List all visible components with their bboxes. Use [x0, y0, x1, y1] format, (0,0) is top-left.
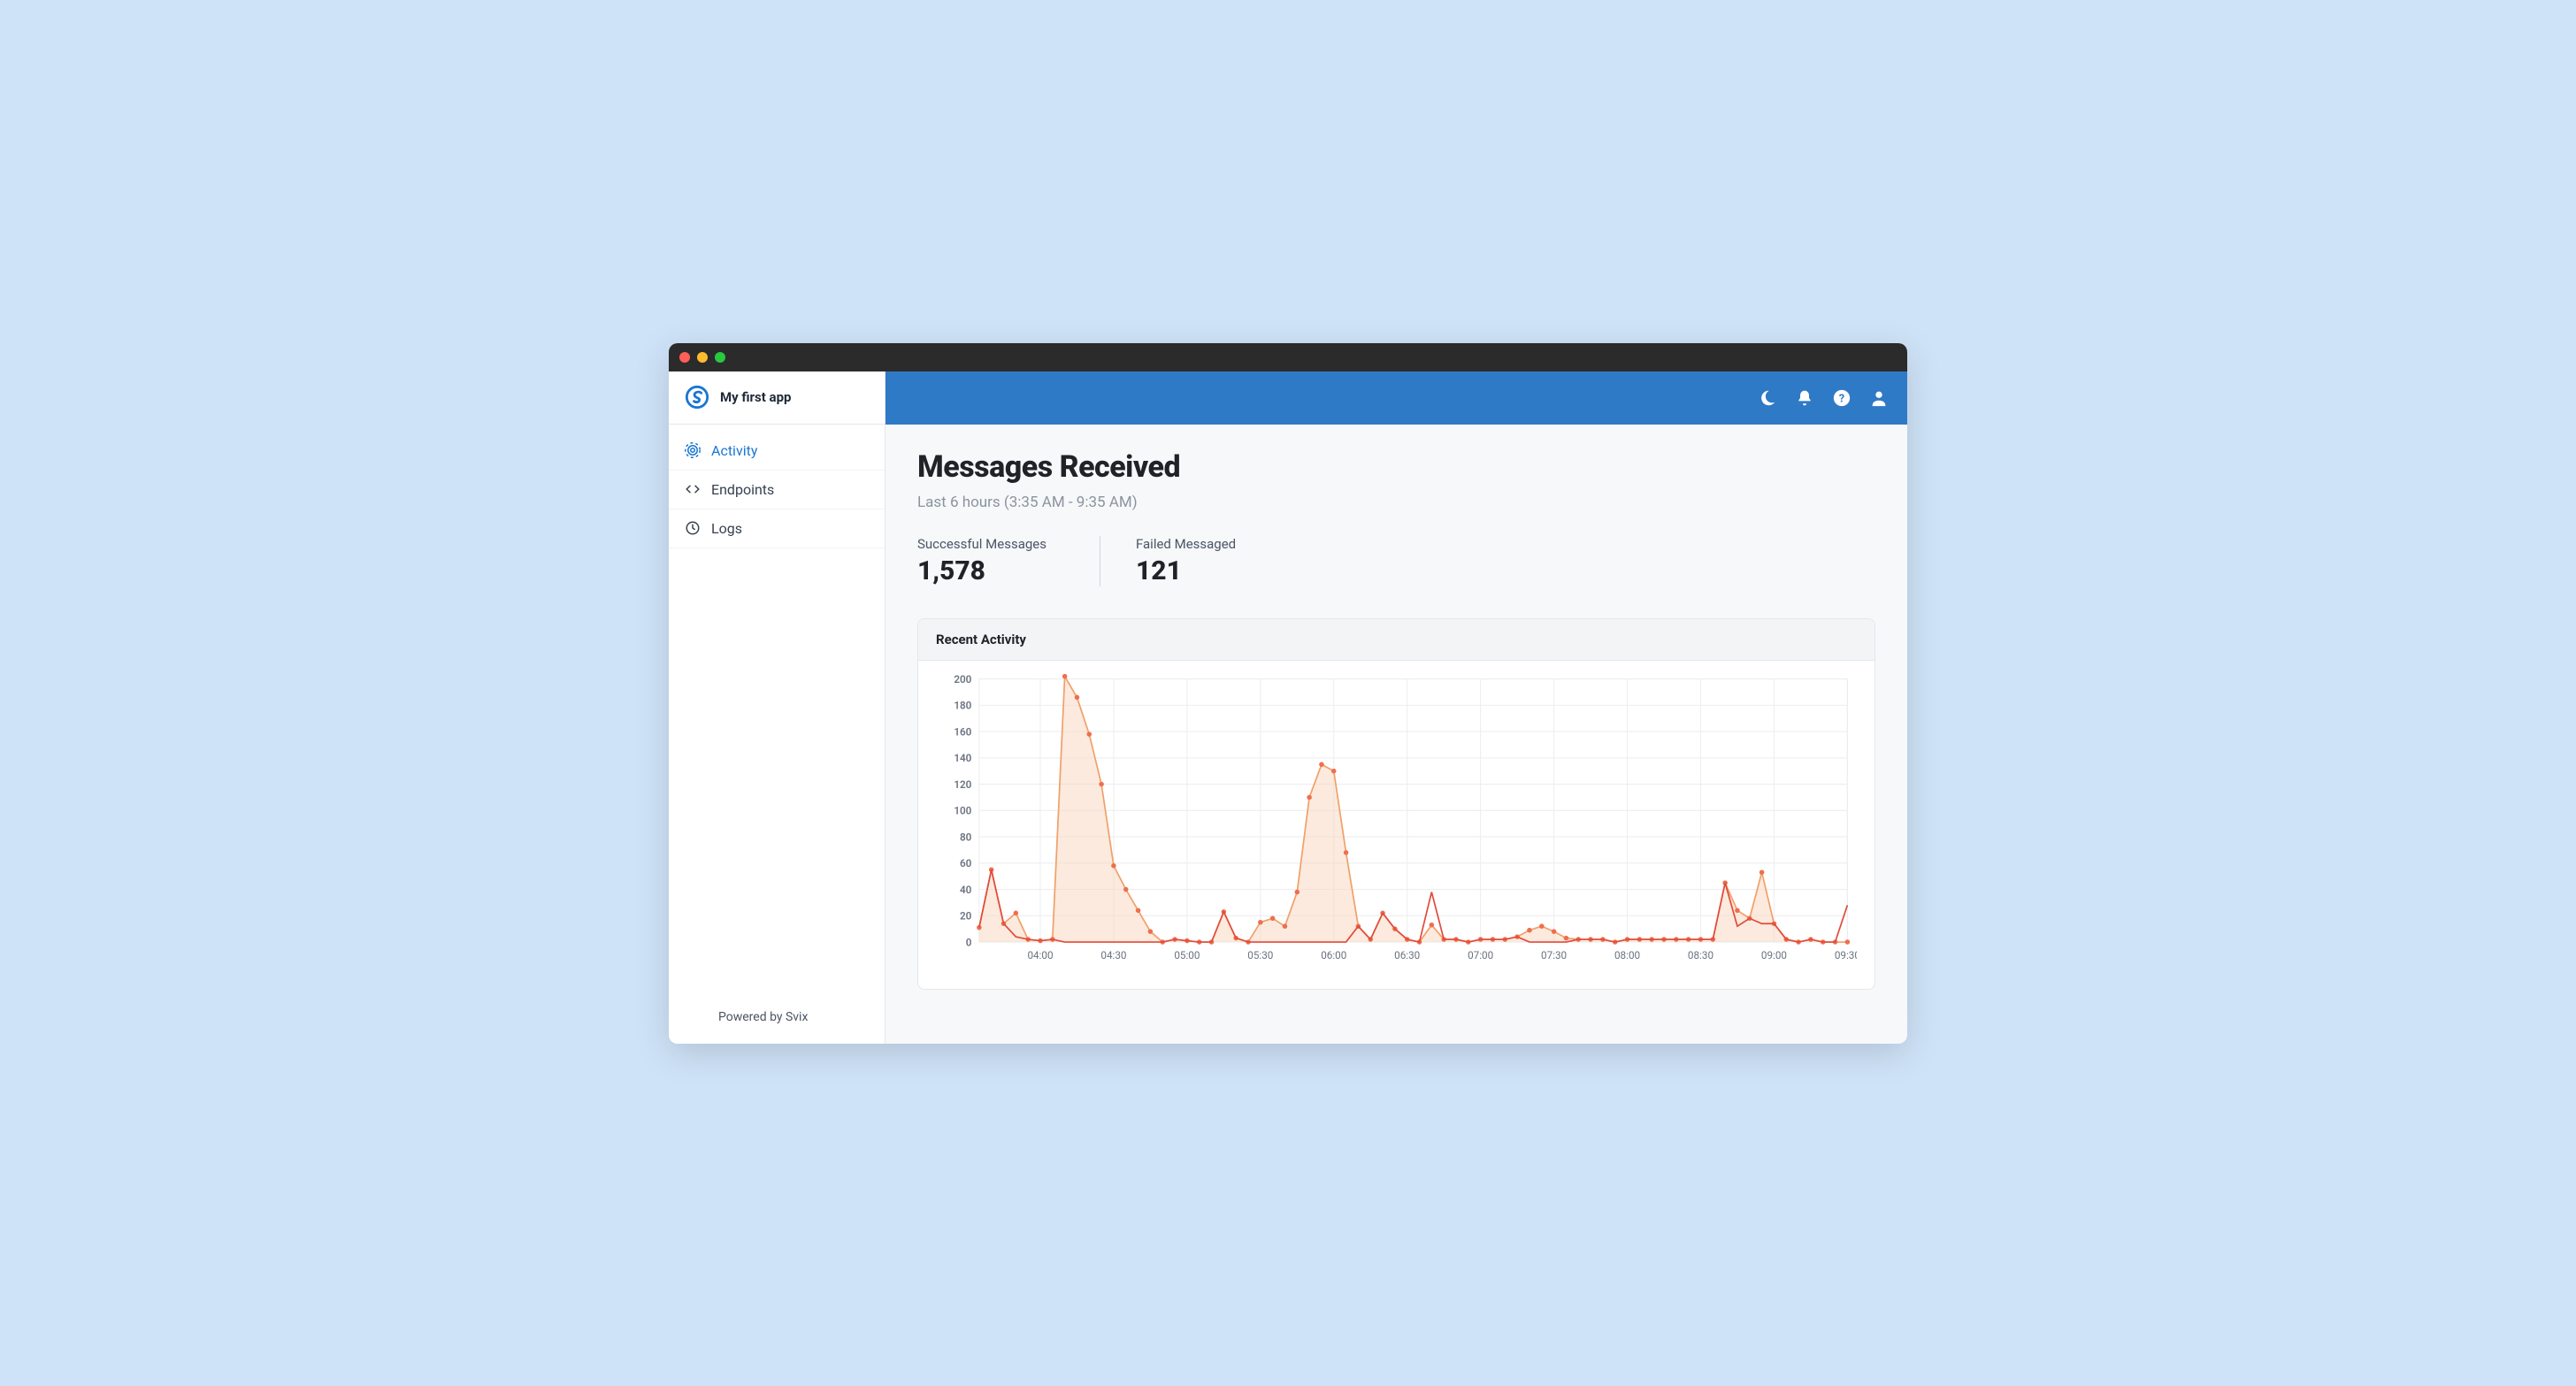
svg-text:07:00: 07:00: [1468, 949, 1493, 961]
svg-text:06:30: 06:30: [1394, 949, 1420, 961]
svg-text:40: 40: [960, 883, 972, 895]
svg-text:20: 20: [960, 909, 972, 922]
topbar: ?: [886, 371, 1907, 425]
window-titlebar: [669, 343, 1907, 371]
svg-text:0: 0: [966, 936, 972, 948]
window-minimize-icon[interactable]: [697, 352, 708, 363]
page-subtitle: Last 6 hours (3:35 AM - 9:35 AM): [917, 494, 1875, 511]
svg-text:140: 140: [954, 752, 971, 764]
svg-text:06:00: 06:00: [1321, 949, 1346, 961]
stat-label: Failed Messaged: [1136, 536, 1236, 552]
dark-mode-icon[interactable]: [1757, 387, 1778, 409]
recent-activity-chart: 0 20 40 60 80 100 120 140 160 180 200 04:00 04:30 05:…: [936, 670, 1857, 974]
svg-text:04:30: 04:30: [1100, 949, 1126, 961]
card-title: Recent Activity: [918, 619, 1874, 661]
help-icon[interactable]: ?: [1831, 387, 1852, 409]
activity-icon: [685, 442, 701, 458]
svg-text:09:00: 09:00: [1761, 949, 1787, 961]
card-body: 0 20 40 60 80 100 120 140 160 180 200 04:00 04:30 05:…: [918, 661, 1874, 990]
logs-icon: [685, 520, 701, 536]
sidebar-footer: Powered by Svix: [669, 994, 885, 1044]
page-title: Messages Received: [917, 449, 1875, 485]
main: ? Messages Received Last 6 hours (3:35 A…: [886, 371, 1907, 1044]
svg-text:160: 160: [954, 725, 971, 738]
sidebar-nav: Activity Endpoints: [669, 425, 885, 555]
sidebar-item-label: Activity: [711, 442, 757, 459]
sidebar-item-label: Endpoints: [711, 481, 774, 498]
stat-label: Successful Messages: [917, 536, 1046, 552]
sidebar-item-activity[interactable]: Activity: [669, 432, 885, 471]
sidebar-item-label: Logs: [711, 520, 742, 537]
svg-text:08:30: 08:30: [1688, 949, 1714, 961]
app-body: My first app Activity: [669, 371, 1907, 1044]
svg-text:05:30: 05:30: [1247, 949, 1273, 961]
svg-text:08:00: 08:00: [1614, 949, 1640, 961]
brand: My first app: [669, 371, 885, 425]
svg-text:04:00: 04:00: [1027, 949, 1053, 961]
stat-failed: Failed Messaged 121: [1100, 536, 1289, 586]
endpoints-icon: [685, 481, 701, 497]
sidebar: My first app Activity: [669, 371, 886, 1044]
stats-row: Successful Messages 1,578 Failed Message…: [917, 536, 1875, 586]
window-close-icon[interactable]: [679, 352, 690, 363]
svg-text:09:30: 09:30: [1835, 949, 1857, 961]
svg-text:180: 180: [954, 699, 971, 711]
brand-name: My first app: [720, 389, 791, 405]
bell-icon[interactable]: [1794, 387, 1815, 409]
svg-text:120: 120: [954, 777, 971, 790]
stat-value: 1,578: [917, 555, 1046, 586]
svg-text:200: 200: [954, 672, 971, 685]
svg-text:60: 60: [960, 857, 972, 869]
svg-text:05:00: 05:00: [1174, 949, 1200, 961]
stat-value: 121: [1136, 555, 1236, 586]
svg-text:100: 100: [954, 804, 971, 816]
sidebar-item-endpoints[interactable]: Endpoints: [669, 471, 885, 509]
brand-logo-icon: [685, 385, 709, 410]
svg-text:80: 80: [960, 831, 972, 843]
stat-successful: Successful Messages 1,578: [917, 536, 1100, 586]
content: Messages Received Last 6 hours (3:35 AM …: [886, 425, 1907, 1044]
user-icon[interactable]: [1868, 387, 1890, 409]
window-zoom-icon[interactable]: [715, 352, 725, 363]
window: My first app Activity: [669, 343, 1907, 1044]
sidebar-item-logs[interactable]: Logs: [669, 509, 885, 548]
svg-text:07:30: 07:30: [1541, 949, 1567, 961]
activity-card: Recent Activity 0 20 40 60 80 100 120 140 160 180…: [917, 618, 1875, 991]
svg-text:?: ?: [1839, 392, 1844, 405]
